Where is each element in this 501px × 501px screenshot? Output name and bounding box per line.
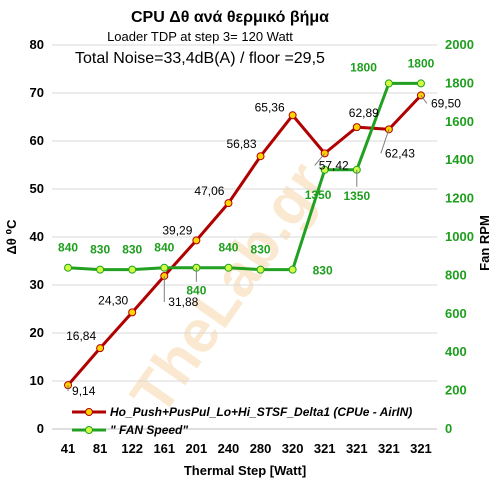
delta-data-label: 57,42 (319, 158, 349, 172)
delta-data-label: 24,30 (98, 293, 128, 307)
data-labels: 9,14 16,84 24,30 31,88 39,29 47,06 56,83 65,36 5… (58, 56, 461, 398)
y-axis-right-ticks: 0 200 400 600 800 1000 1200 1400 1600 1800 2000 (445, 37, 474, 436)
y-right-tick-label: 200 (445, 383, 467, 398)
delta-data-label: 62,89 (349, 106, 379, 120)
delta-label-leader (420, 95, 428, 104)
x-tick-label: 321 (410, 441, 432, 456)
fan-point (416, 79, 425, 88)
y-axis-left-label: Δθ ⁰C (4, 219, 19, 255)
y-axis-right-label: Fan RPM (477, 215, 492, 271)
series-line-delta (66, 94, 423, 387)
legend-label-fan: " FAN Speed" (110, 423, 188, 437)
y-left-tick-label: 10 (30, 373, 44, 388)
fan-data-label: 840 (218, 241, 238, 255)
y-right-tick-label: 1200 (445, 191, 474, 206)
fan-data-label: 1800 (350, 60, 377, 74)
series-line-fan (67, 81, 421, 272)
x-tick-label: 122 (121, 441, 143, 456)
legend: Ho_Push+PusPul_Lo+Hi_STSF_Delta1 (CPUe -… (72, 405, 412, 437)
fan-point (160, 263, 169, 272)
delta-label-leader (380, 129, 390, 154)
fan-data-label: 830 (251, 243, 271, 257)
delta-point (96, 344, 105, 353)
x-tick-label: 280 (250, 441, 272, 456)
delta-point (288, 111, 297, 120)
x-tick-label: 321 (314, 441, 336, 456)
y-left-tick-label: 80 (30, 37, 44, 52)
fan-point (96, 265, 105, 274)
y-right-tick-label: 400 (445, 344, 467, 359)
y-right-tick-label: 600 (445, 306, 467, 321)
fan-point (288, 265, 297, 274)
y-left-tick-label: 30 (30, 277, 44, 292)
y-right-tick-label: 800 (445, 267, 467, 282)
delta-data-label: 16,84 (66, 329, 96, 343)
delta-point (352, 123, 361, 132)
series-layer (64, 79, 425, 390)
x-tick-label: 240 (218, 441, 240, 456)
y-left-tick-label: 70 (30, 85, 44, 100)
y-right-tick-label: 1400 (445, 152, 474, 167)
fan-data-label: 840 (186, 284, 206, 298)
legend-marker-fan (85, 426, 93, 434)
fan-data-label: 830 (122, 243, 142, 257)
delta-data-label: 39,29 (162, 223, 192, 237)
y-right-tick-label: 1800 (445, 75, 474, 90)
y-left-tick-label: 50 (30, 181, 44, 196)
y-left-tick-label: 60 (30, 133, 44, 148)
x-tick-label: 81 (93, 441, 107, 456)
x-axis-ticks: 41 81 122 161 201 240 280 320 321 321 321 321 (61, 441, 432, 456)
y-left-tick-label: 20 (30, 325, 44, 340)
x-tick-label: 321 (346, 441, 368, 456)
fan-point (224, 263, 233, 272)
fan-point (256, 265, 265, 274)
fan-data-label: 1350 (343, 189, 370, 203)
fan-point (128, 265, 137, 274)
fan-data-label: 830 (313, 264, 333, 278)
y-right-tick-label: 2000 (445, 37, 474, 52)
delta-data-label: 9,14 (72, 384, 96, 398)
delta-point (224, 199, 233, 208)
fan-data-label: 840 (154, 241, 174, 255)
fan-point (320, 165, 329, 174)
legend-marker-delta (85, 408, 93, 416)
x-tick-label: 41 (61, 441, 75, 456)
grid (52, 44, 437, 430)
delta-data-label: 65,36 (255, 100, 285, 114)
fan-point (64, 263, 73, 272)
y-axis-left-ticks: 0 10 20 30 40 50 60 70 80 (30, 37, 44, 436)
chart-annotation: Total Noise=33,4dB(A) / floor =29,5 (75, 50, 325, 67)
fan-data-label: 830 (90, 243, 110, 257)
delta-data-label: 56,83 (227, 137, 257, 151)
chart-subtitle: Loader TDP at step 3= 120 Watt (107, 29, 293, 44)
x-tick-label: 320 (282, 441, 304, 456)
delta-point (256, 152, 265, 161)
delta-label-leader (314, 153, 326, 166)
chart-title: CPU Δθ ανά θερμικό βήμα (131, 9, 329, 26)
legend-label-delta: Ho_Push+PusPul_Lo+Hi_STSF_Delta1 (CPUe -… (110, 405, 412, 419)
y-right-tick-label: 1000 (445, 229, 474, 244)
y-left-tick-label: 40 (30, 229, 44, 244)
delta-data-label: 31,88 (168, 295, 198, 309)
x-tick-label: 321 (378, 441, 400, 456)
delta-data-label: 47,06 (194, 184, 224, 198)
x-tick-label: 161 (153, 441, 175, 456)
delta-point (128, 308, 137, 317)
fan-point (384, 79, 393, 88)
x-tick-label: 201 (186, 441, 208, 456)
y-right-tick-label: 0 (445, 421, 452, 436)
delta-point (192, 236, 201, 245)
y-right-tick-label: 1600 (445, 114, 474, 129)
fan-data-label: 1800 (408, 56, 435, 70)
delta-data-label: 62,43 (385, 146, 415, 160)
fan-data-label: 1350 (305, 188, 332, 202)
fan-data-label: 840 (58, 241, 78, 255)
x-axis-label: Thermal Step [Watt] (184, 463, 306, 478)
y-left-tick-label: 0 (37, 421, 44, 436)
delta-data-label: 69,50 (431, 96, 461, 110)
